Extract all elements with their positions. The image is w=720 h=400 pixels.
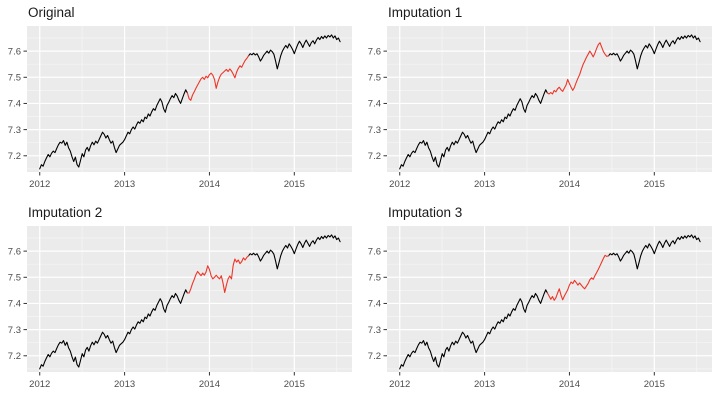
svg-text:2015: 2015 (644, 179, 665, 190)
chart-original: 2012 2013 2014 2015 7.2 7.3 7.4 7.5 7.6 (8, 26, 352, 190)
svg-text:2012: 2012 (389, 379, 410, 390)
svg-text:7.6: 7.6 (8, 46, 21, 57)
svg-text:7.3: 7.3 (8, 125, 21, 136)
panel-title-imputation-1: Imputation 1 (388, 5, 463, 20)
svg-text:2013: 2013 (114, 179, 135, 190)
chart-imputation-3: 2012 2013 2014 2015 7.2 7.3 7.4 7.5 7.6 (368, 226, 712, 390)
panel-original: Original 2012 2013 2014 2015 7.2 7.3 7.4 7.5 7.6 (0, 0, 360, 200)
svg-text:2013: 2013 (474, 179, 495, 190)
svg-text:2013: 2013 (114, 379, 135, 390)
svg-text:2012: 2012 (29, 179, 50, 190)
panel-imputation-3: Imputation 3 2012 2013 2014 2015 7.2 7.3 7.4 7.… (360, 200, 720, 400)
svg-text:7.5: 7.5 (8, 273, 21, 284)
svg-text:7.5: 7.5 (8, 73, 21, 84)
svg-text:2014: 2014 (199, 179, 220, 190)
svg-text:7.2: 7.2 (368, 351, 381, 362)
panel-imputation-1: Imputation 1 2012 2013 2014 2015 7.2 7.3 7.4 7.… (360, 0, 720, 200)
svg-text:2012: 2012 (29, 379, 50, 390)
svg-text:2015: 2015 (644, 379, 665, 390)
svg-text:2014: 2014 (199, 379, 220, 390)
svg-text:7.3: 7.3 (368, 325, 381, 336)
svg-text:7.6: 7.6 (368, 246, 381, 257)
svg-text:7.4: 7.4 (368, 99, 381, 110)
svg-text:7.4: 7.4 (8, 299, 21, 310)
svg-text:7.2: 7.2 (368, 151, 381, 162)
panel-title-imputation-2: Imputation 2 (28, 205, 103, 220)
svg-text:2014: 2014 (559, 379, 580, 390)
svg-text:7.3: 7.3 (8, 325, 21, 336)
panel-title-imputation-3: Imputation 3 (388, 205, 463, 220)
svg-text:2012: 2012 (389, 179, 410, 190)
chart-imputation-2: 2012 2013 2014 2015 7.2 7.3 7.4 7.5 7.6 (8, 226, 352, 390)
svg-text:2015: 2015 (284, 179, 305, 190)
svg-text:2014: 2014 (559, 179, 580, 190)
panel-imputation-2: Imputation 2 2012 2013 2014 2015 7.2 7.3 7.4 7.… (0, 200, 360, 400)
svg-text:7.2: 7.2 (8, 151, 21, 162)
svg-text:7.6: 7.6 (368, 46, 381, 57)
svg-text:7.5: 7.5 (368, 73, 381, 84)
svg-text:7.3: 7.3 (368, 125, 381, 136)
svg-text:7.4: 7.4 (368, 299, 381, 310)
panel-title-original: Original (28, 5, 75, 20)
svg-text:7.2: 7.2 (8, 351, 21, 362)
chart-imputation-1: 2012 2013 2014 2015 7.2 7.3 7.4 7.5 7.6 (368, 26, 712, 190)
svg-text:2013: 2013 (474, 379, 495, 390)
svg-text:7.4: 7.4 (8, 99, 21, 110)
svg-text:2015: 2015 (284, 379, 305, 390)
svg-text:7.5: 7.5 (368, 273, 381, 284)
svg-text:7.6: 7.6 (8, 246, 21, 257)
